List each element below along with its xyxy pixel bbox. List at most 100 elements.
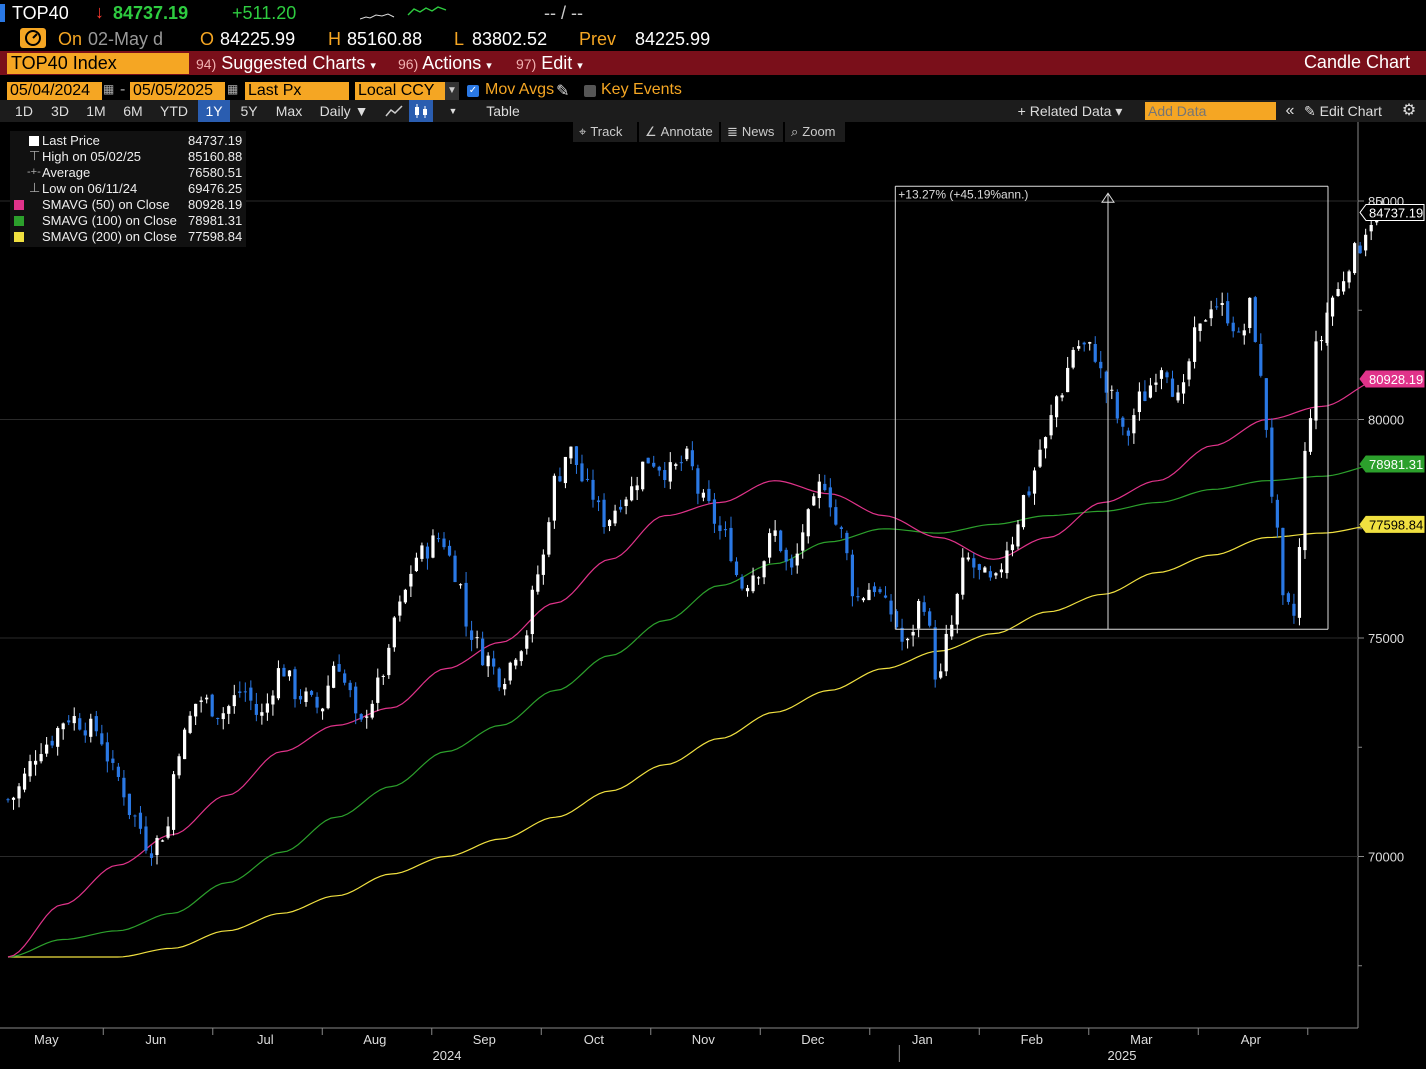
candle-body (607, 520, 612, 527)
candle-body (580, 463, 584, 482)
ticker-color-bar (0, 4, 5, 22)
candle-body (458, 584, 463, 586)
key-events-label[interactable]: Key Events (601, 81, 682, 98)
candle-body (563, 456, 568, 484)
edit-chart-button[interactable]: ✎ Edit Chart (1304, 100, 1382, 122)
candle (917, 598, 921, 638)
news-tool[interactable]: ≣ News (721, 122, 783, 142)
calendar-icon[interactable]: ▦ (103, 82, 115, 96)
candle (961, 548, 965, 600)
candle (569, 446, 573, 465)
period-1y-button[interactable]: 1Y (198, 100, 230, 122)
add-data-input[interactable] (1145, 102, 1276, 120)
candle (111, 750, 115, 771)
security-field[interactable]: TOP40 Index (7, 53, 189, 74)
period-6m-button[interactable]: 6M (123, 103, 143, 119)
period-ytd-button[interactable]: YTD (160, 103, 188, 119)
period-3d-button[interactable]: 3D (51, 103, 69, 119)
candle (657, 465, 661, 477)
candle (1148, 377, 1153, 399)
candle-body (89, 718, 93, 737)
key-events-checkbox[interactable] (584, 85, 596, 97)
candle-body (315, 696, 319, 708)
candle-body (867, 589, 871, 601)
candle-body (917, 601, 921, 629)
period-5y-button[interactable]: 5Y (240, 103, 258, 119)
candle-body (227, 706, 231, 714)
candle-body (199, 700, 203, 702)
period-max-button[interactable]: Max (275, 103, 303, 119)
candle-body (1104, 371, 1108, 393)
table-button[interactable]: Table (486, 103, 520, 119)
candle (779, 529, 783, 553)
x-tick-label: Nov (692, 1032, 716, 1047)
annotate-tool[interactable]: ∠ Annotate (639, 122, 719, 142)
candle (199, 696, 203, 713)
legend-row-low: ⊥ Low on 06/11/24 69476.25 (10, 180, 246, 197)
chart-style-dropdown-icon[interactable]: ▼ (448, 106, 458, 116)
candle-body (1016, 524, 1020, 547)
mov-avgs-checkbox[interactable]: ✓ (467, 85, 479, 97)
line-chart-icon[interactable] (380, 100, 408, 122)
period-1d-button[interactable]: 1D (15, 103, 33, 119)
actions-menu[interactable]: 96) Actions ▾ (398, 51, 492, 75)
chart-type-title: Candle Chart (1303, 52, 1410, 72)
candle-body (1148, 385, 1153, 398)
zoom-tool[interactable]: ⌕ Zoom (785, 122, 845, 142)
collapse-icon[interactable]: « (1285, 102, 1295, 119)
currency-select[interactable]: Local CCY (355, 82, 445, 100)
candle (127, 793, 132, 820)
candle-body (1226, 301, 1230, 324)
frequency-select[interactable]: Daily ▼ (319, 103, 369, 119)
candle-body (298, 695, 303, 700)
legend-row-sma200[interactable]: SMAVG (200) on Close 77598.84 (10, 229, 246, 245)
candle-chart-icon[interactable] (409, 100, 433, 122)
period-1m-button[interactable]: 1M (86, 103, 106, 119)
candle (790, 554, 794, 575)
candle (1165, 370, 1169, 384)
candle-body (779, 530, 783, 552)
legend-row-sma50[interactable]: SMAVG (50) on Close 80928.19 (10, 197, 246, 213)
x-tick-label: Oct (584, 1032, 605, 1047)
gear-icon[interactable]: ⚙ (1401, 102, 1417, 119)
candle (1364, 228, 1368, 257)
candle (596, 496, 601, 512)
candle-body (17, 786, 21, 799)
price-field-select[interactable]: Last Px (245, 82, 349, 100)
related-data-button[interactable]: + Related Data ▾ (1017, 103, 1123, 119)
candle (1281, 527, 1285, 605)
candle-body (999, 569, 1004, 573)
legend-row-sma100[interactable]: SMAVG (100) on Close 78981.31 (10, 213, 246, 229)
mov-avgs-label[interactable]: Mov Avgs (485, 81, 555, 98)
candle-body (100, 733, 104, 745)
track-tool[interactable]: ⌖ Track (573, 122, 637, 142)
alert-meter-icon[interactable] (20, 28, 46, 48)
pencil-icon[interactable]: ✎ (556, 83, 570, 100)
candle-chart[interactable]: +13.27% (+45.19%ann.) 850008000075000700… (0, 122, 1426, 1069)
chart-legend[interactable]: Last Price 84737.19 ⊤ High on 05/02/25 8… (10, 131, 246, 247)
ticker-symbol[interactable]: TOP40 (12, 3, 69, 23)
currency-dropdown-icon[interactable]: ▼ (445, 82, 459, 100)
suggested-charts-menu[interactable]: 94) Suggested Charts ▾ (196, 51, 376, 75)
candle (1027, 486, 1031, 498)
candle (1330, 295, 1335, 326)
edit-menu[interactable]: 97) Edit ▾ (516, 51, 583, 75)
candle (28, 754, 32, 782)
candle (944, 624, 948, 677)
intraday-sparkline (360, 6, 447, 20)
candle (745, 584, 750, 597)
calendar-icon[interactable]: ▦ (227, 82, 239, 96)
actions-label: Actions (422, 53, 482, 73)
end-date-input[interactable]: 05/05/2025 (130, 82, 225, 100)
sma100-tag-label: 78981.31 (1369, 457, 1423, 472)
candle (227, 704, 231, 725)
candle (751, 567, 755, 594)
start-date-input[interactable]: 05/04/2024 (7, 82, 102, 100)
chevron-down-icon: ▾ (577, 60, 583, 72)
candle-body (1364, 234, 1368, 251)
candle-body (646, 457, 650, 464)
candle-body (894, 611, 899, 628)
candle-body (652, 462, 656, 467)
candle (221, 707, 225, 730)
candle (61, 722, 65, 740)
